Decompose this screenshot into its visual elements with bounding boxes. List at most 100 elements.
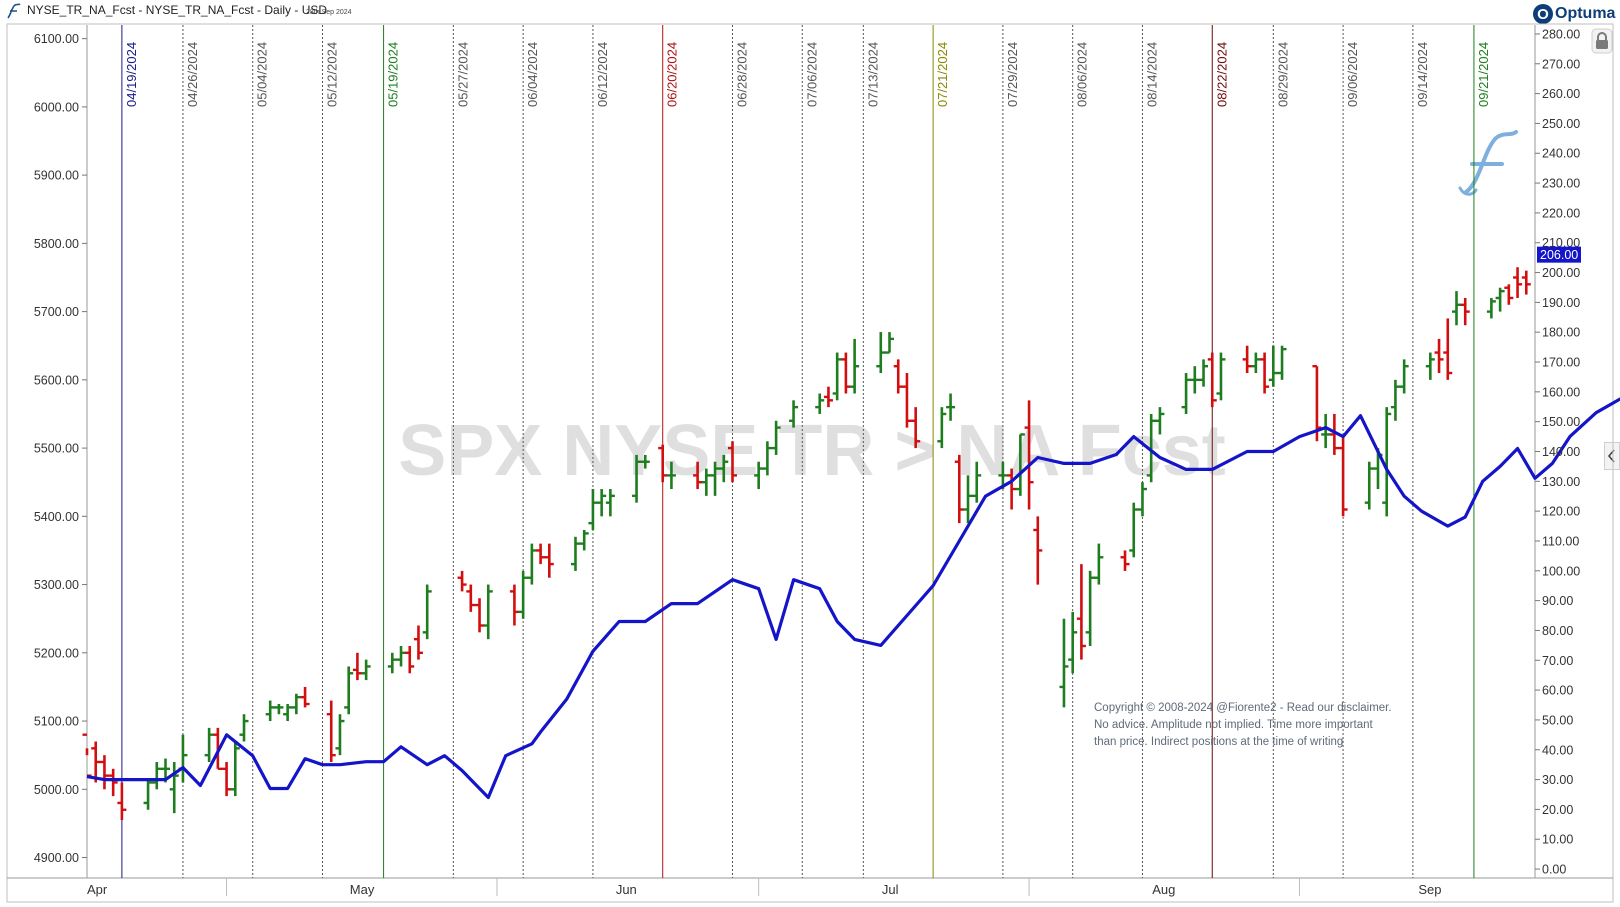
left-axis-tick-label: 6000.00 (34, 100, 79, 114)
right-axis-tick-label: 70.00 (1542, 654, 1573, 668)
price-bar (1277, 345, 1287, 380)
price-bar (1207, 352, 1217, 408)
right-axis-tick-label: 80.00 (1542, 624, 1573, 638)
fiorente-f-logo-icon[interactable] (4, 2, 22, 20)
price-bar (1059, 618, 1069, 708)
right-axis-tick-label: 230.00 (1542, 177, 1580, 191)
left-axis-tick-label: 5500.00 (34, 442, 79, 456)
price-bar (771, 420, 781, 455)
right-axis-tick-label: 110.00 (1542, 534, 1579, 548)
price-bar (204, 727, 214, 762)
right-axis-tick-label: 20.00 (1542, 803, 1573, 817)
disclaimer-text: Copyright © 2008-2024 @Fiorente2 - Read … (1094, 700, 1404, 751)
price-bar (169, 761, 179, 814)
date-line-label: 05/27/2024 (455, 42, 470, 107)
price-bar (885, 332, 895, 354)
price-bar (509, 584, 519, 626)
price-bar (1076, 564, 1086, 660)
date-line-label: 08/22/2024 (1214, 42, 1229, 107)
price-bar (422, 584, 432, 640)
chart-title: NYSE_TR_NA_Fcst - NYSE_TR_NA_Fcst - Dail… (27, 3, 328, 17)
left-axis-tick-label: 5800.00 (34, 237, 79, 251)
price-bar (1190, 366, 1200, 394)
right-axis-tick-label: 100.00 (1542, 564, 1580, 578)
price-bar (1015, 433, 1025, 496)
date-line-label: 06/28/2024 (734, 42, 749, 107)
right-axis-tick-label: 90.00 (1542, 594, 1573, 608)
price-bar (946, 393, 956, 421)
price-bar (754, 461, 764, 490)
right-axis-tick-label: 40.00 (1542, 743, 1573, 757)
right-axis-tick-label: 10.00 (1542, 833, 1573, 847)
price-bar (544, 543, 554, 578)
left-axis-tick-label: 5900.00 (34, 169, 79, 183)
month-label: Aug (1152, 882, 1175, 897)
date-line-label: 04/19/2024 (124, 42, 139, 107)
price-bar (1242, 345, 1252, 374)
price-bar (666, 461, 676, 490)
price-bar (518, 570, 528, 619)
price-bar (911, 407, 921, 449)
price-bar (99, 755, 109, 790)
right-axis-tick-label: 130.00 (1542, 475, 1580, 489)
left-axis-tick-label: 4900.00 (34, 851, 79, 865)
price-bar (1007, 468, 1017, 510)
price-bar (1513, 267, 1523, 298)
price-bar (710, 461, 720, 496)
month-label: Jul (882, 882, 899, 897)
price-bar (230, 741, 240, 797)
chart-date: 28th Sep 2024 (306, 9, 352, 16)
price-bar (1443, 318, 1453, 380)
price-bar (326, 700, 336, 762)
title-bar: NYSE_TR_NA_Fcst - NYSE_TR_NA_Fcst - Dail… (0, 0, 1620, 24)
date-line-label: 07/29/2024 (1005, 42, 1020, 107)
price-bar (117, 782, 127, 820)
right-axis-tick-label: 140.00 (1542, 445, 1580, 459)
price-bar (396, 645, 406, 667)
price-bar (413, 625, 423, 660)
disclaimer-line: than price. Indirect positions at the ti… (1094, 736, 1344, 748)
price-bar (536, 543, 546, 565)
price-bar (527, 543, 537, 585)
right-axis-tick-label: 120.00 (1542, 505, 1580, 519)
price-bar (274, 703, 284, 715)
left-axis-tick-label: 5600.00 (34, 373, 79, 387)
lock-icon[interactable] (1590, 28, 1614, 54)
price-bar (178, 734, 188, 783)
price-bar (283, 703, 293, 722)
price-bar (335, 714, 345, 756)
price-bar (1268, 345, 1278, 387)
price-bar (483, 584, 493, 640)
price-bar (352, 652, 362, 681)
price-bar (344, 666, 354, 715)
last-value-badge: 206.00 (1537, 246, 1581, 263)
price-bar (457, 570, 467, 592)
forecast-line (86, 397, 1620, 800)
right-axis-tick-label: 170.00 (1542, 356, 1580, 370)
last-value-badge-text: 206.00 (1540, 248, 1578, 262)
price-bar (841, 352, 851, 394)
brand-name: Optuma (1555, 5, 1616, 22)
price-bar (300, 686, 310, 708)
price-bar (1155, 407, 1165, 435)
left-axis-tick-label: 5100.00 (34, 715, 79, 729)
price-bar (1486, 297, 1496, 319)
price-bar (152, 761, 162, 790)
date-line-label: 07/06/2024 (804, 42, 819, 107)
price-bar (701, 468, 711, 496)
price-bar (972, 461, 982, 503)
price-bar (1199, 359, 1209, 387)
price-bar (1504, 284, 1514, 305)
price-bar (719, 454, 729, 483)
price-bar (1425, 352, 1435, 380)
date-line-label: 07/13/2024 (865, 42, 880, 107)
price-bar (597, 489, 607, 517)
price-bar (937, 407, 947, 449)
price-bar (1321, 413, 1331, 449)
date-line-label: 06/12/2024 (595, 42, 610, 107)
month-label: May (350, 882, 375, 897)
optuma-o-logo-icon: O (1533, 4, 1553, 24)
right-axis-tick-label: 220.00 (1542, 206, 1580, 220)
price-bar (640, 454, 650, 469)
